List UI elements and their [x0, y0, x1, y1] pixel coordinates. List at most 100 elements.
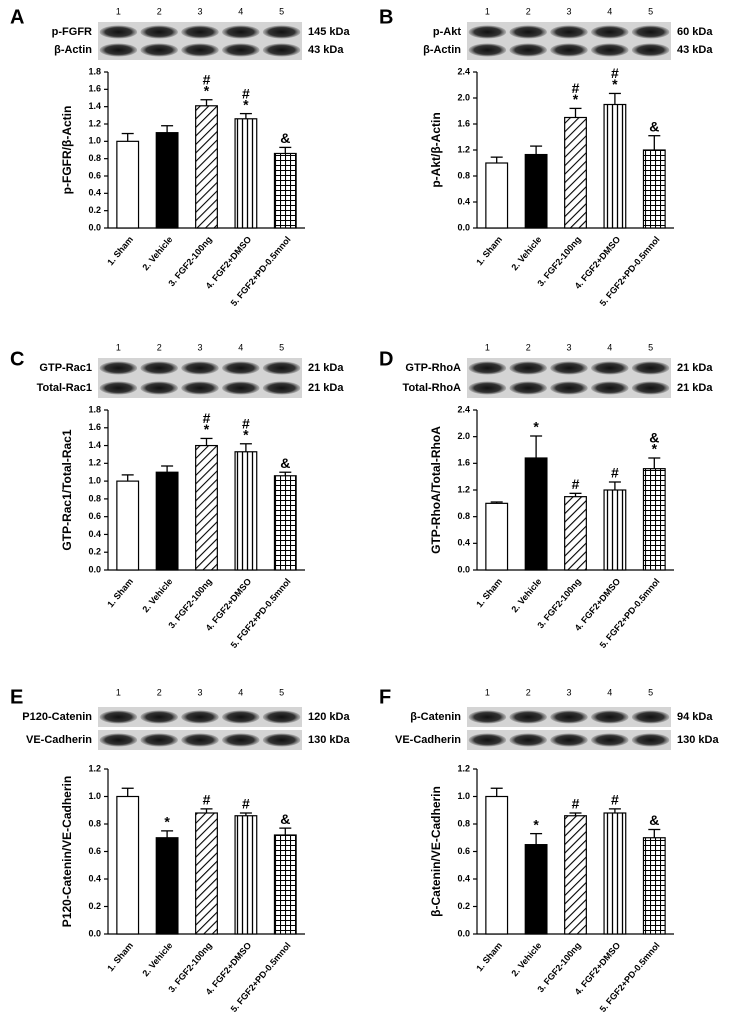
y-tick-label: 0.2 [88, 547, 101, 557]
y-tick-label: 1.0 [457, 791, 470, 801]
lane-number: 3 [197, 342, 202, 352]
x-tick-label: 1. Sham [105, 576, 135, 609]
bar [524, 457, 548, 571]
y-tick-label: 1.8 [88, 404, 101, 414]
blot-band [509, 381, 547, 395]
x-tick-label: 2. Vehicle [140, 940, 174, 978]
y-tick-label: 0.4 [457, 538, 470, 548]
y-tick-label: 1.2 [88, 118, 101, 128]
blot-band [550, 25, 588, 39]
bar [603, 812, 627, 935]
lane-number: 3 [566, 342, 571, 352]
significance-mark: # [611, 465, 619, 481]
y-tick-label: 0.8 [457, 818, 470, 828]
size-label: 43 kDa [677, 44, 713, 56]
y-tick-label: 1.6 [457, 458, 470, 468]
y-tick-label: 1.6 [457, 118, 470, 128]
lane-number: 5 [279, 342, 284, 352]
blot-band [631, 381, 670, 395]
y-tick-label: 0.0 [457, 222, 470, 232]
bar [642, 468, 666, 571]
y-tick-label: 1.0 [88, 791, 101, 801]
blot-band [99, 361, 138, 375]
y-axis-label: P120-Catenin/VE-Cadherin [60, 776, 74, 927]
y-tick-label: 0.8 [457, 170, 470, 180]
significance-mark: & [280, 811, 290, 827]
y-tick-label: 0.0 [88, 222, 101, 232]
bar [524, 844, 548, 935]
y-tick-label: 0.4 [457, 873, 470, 883]
protein-label: p-FGFR [52, 26, 92, 38]
significance-mark: * [164, 814, 170, 830]
blot-band [222, 733, 260, 747]
bar [273, 152, 297, 229]
blot-band [262, 361, 301, 375]
blot-band [99, 381, 138, 395]
y-tick-label: 0.6 [88, 170, 101, 180]
y-axis-label: p-FGFR/β-Actin [60, 106, 74, 195]
blot-band [468, 733, 507, 747]
blot-band [550, 381, 588, 395]
blot-band [99, 710, 138, 724]
blot-band [222, 381, 260, 395]
size-label: 21 kDa [677, 382, 713, 394]
protein-label: p-Akt [433, 26, 461, 38]
bar [603, 103, 627, 229]
bar [116, 140, 140, 229]
panel: B 1 2 3 4 5 p-Akt 60 kDa β-Actin 43 kDa 0.0 0.4 0.8 1… [379, 6, 713, 308]
blot-band [550, 733, 588, 747]
y-tick-label: 1.0 [88, 475, 101, 485]
y-tick-label: 0.4 [88, 873, 101, 883]
x-tick-label: 2. Vehicle [140, 576, 174, 614]
significance-mark: * [204, 421, 210, 437]
significance-mark: # [203, 71, 211, 87]
y-tick-label: 2.4 [457, 404, 470, 414]
size-label: 120 kDa [308, 711, 350, 723]
bar [485, 502, 509, 571]
x-tick-label: 2. Vehicle [509, 576, 543, 614]
y-tick-label: 1.2 [457, 763, 470, 773]
y-tick-label: 0.0 [88, 928, 101, 938]
y-tick-label: 0.8 [88, 153, 101, 163]
y-axis-label: p-Akt/β-Actin [429, 112, 443, 187]
blot-band [140, 710, 178, 724]
blot-band [181, 733, 219, 747]
y-tick-label: 0.0 [457, 928, 470, 938]
blot-band [591, 25, 629, 39]
blot-band [262, 381, 301, 395]
protein-label: β-Actin [423, 44, 461, 56]
y-tick-label: 2.0 [457, 431, 470, 441]
blot-band [509, 733, 547, 747]
significance-mark: * [243, 96, 249, 112]
bar [234, 815, 258, 935]
bar [155, 471, 179, 571]
bar [564, 116, 587, 229]
blot-band [140, 25, 178, 39]
y-tick-label: 0.2 [88, 901, 101, 911]
y-tick-label: 1.4 [88, 101, 101, 111]
lane-number: 4 [607, 687, 612, 697]
y-tick-label: 0.6 [88, 511, 101, 521]
panel-letter: A [10, 6, 24, 28]
lane-number: 1 [485, 6, 490, 16]
x-tick-label: 2. Vehicle [140, 234, 174, 272]
blot-band [550, 361, 588, 375]
protein-label: Total-RhoA [403, 382, 462, 394]
bar [564, 496, 587, 571]
y-tick-label: 0.2 [457, 901, 470, 911]
blot-band [591, 43, 629, 57]
blot-band [222, 710, 260, 724]
blot-band [631, 43, 670, 57]
lane-number: 3 [566, 687, 571, 697]
y-axis-label: β-Catenin/VE-Cadherin [429, 786, 443, 917]
significance-mark: & [649, 812, 659, 828]
lane-number: 4 [238, 687, 243, 697]
blot-band [591, 361, 629, 375]
blot-band [591, 733, 629, 747]
significance-mark: # [242, 796, 250, 812]
y-tick-label: 0.4 [457, 196, 470, 206]
y-axis-label: GTP-Rac1/Total-Rac1 [60, 429, 74, 550]
size-label: 60 kDa [677, 26, 713, 38]
y-tick-label: 0.8 [457, 511, 470, 521]
bar [273, 834, 297, 935]
